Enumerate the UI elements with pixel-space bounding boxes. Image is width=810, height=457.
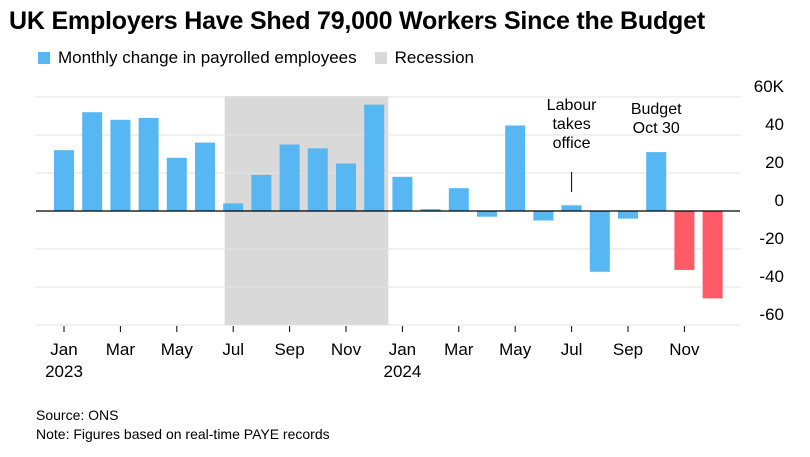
chart-title: UK Employers Have Shed 79,000 Workers Si… [9,7,705,35]
bar [618,211,638,219]
x-tick-label: Mar [444,340,474,359]
legend-swatch-recession [374,52,387,64]
bar-chart: 60K 40 20 0 -20 -40 -60 Jan 2023 Mar May Jul Sep Nov J… [36,77,785,381]
bar [646,152,667,211]
x-tick-label: Nov [331,340,362,359]
legend-item-recession: Recession [374,48,474,68]
bar [195,142,215,211]
bar [477,211,497,217]
bar [223,203,244,211]
bar [336,163,356,211]
bar [702,211,723,299]
annotation-text: Budget [631,101,682,118]
y-tick-label: 20 [765,153,784,172]
bar [54,150,74,211]
bar [392,176,413,211]
bar [251,174,272,211]
x-tick-label: May [161,340,194,359]
legend-label-payrolled: Monthly change in payrolled employees [58,48,357,67]
legend-swatch-payrolled [38,52,50,64]
bar [138,117,159,211]
y-tick-label: -20 [759,229,784,248]
x-tick-label: Mar [106,340,136,359]
legend-item-payrolled: Monthly change in payrolled employees [38,48,357,68]
bar [420,209,441,211]
y-tick-label: 40 [765,115,784,134]
bar [307,148,328,211]
annotation-text: takes [552,116,590,133]
y-tick-label: -60 [759,305,784,324]
annotation-text: Labour [547,97,597,114]
y-tick-label: 60K [754,77,785,96]
annotation-text: office [553,135,591,152]
footnote: Note: Figures based on real-time PAYE re… [36,426,330,442]
source-note: Source: ONS [36,407,119,423]
x-tick-label: Sep [274,340,304,359]
bar [166,157,187,211]
bar [533,211,554,221]
bar [448,188,469,211]
annotation-text: Oct 30 [633,120,680,137]
y-tick-label: -40 [759,267,784,286]
x-tick-label: Nov [669,340,700,359]
bar [279,144,300,211]
y-tick-label: 0 [775,191,784,210]
bar [589,211,610,272]
bar [561,205,582,211]
bar [82,112,103,211]
x-tick-label: Jul [222,340,244,359]
bar [505,125,526,211]
x-tick-year-label: 2024 [383,362,421,381]
legend-label-recession: Recession [394,48,474,67]
x-tick-year-label: 2023 [45,362,83,381]
bar [364,104,385,211]
bar [110,119,131,211]
bar [674,211,695,270]
x-tick-label: Jul [561,340,583,359]
x-tick-label: May [499,340,532,359]
legend: Monthly change in payrolled employees Re… [38,47,492,69]
x-tick-label: Sep [613,340,643,359]
x-tick-label: Jan [389,340,416,359]
x-tick-label: Jan [50,340,77,359]
